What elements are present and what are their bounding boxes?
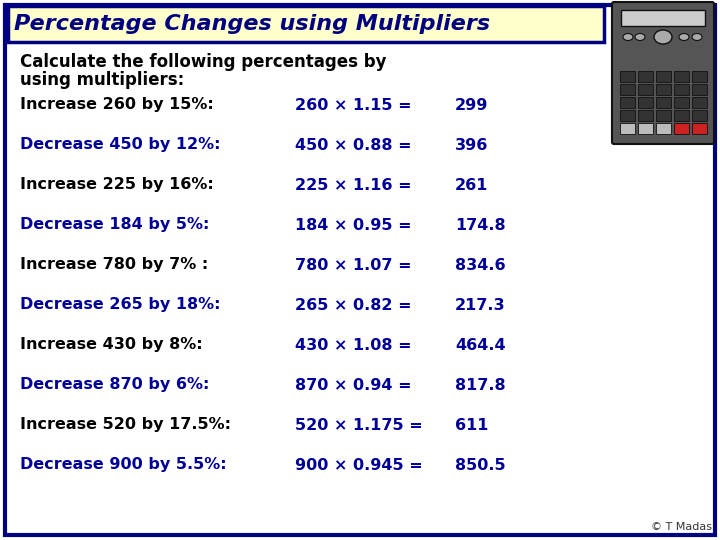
Text: 450 × 0.88 =: 450 × 0.88 =: [295, 138, 412, 152]
Text: 261: 261: [455, 178, 488, 192]
FancyBboxPatch shape: [5, 5, 715, 535]
FancyBboxPatch shape: [693, 111, 708, 122]
FancyBboxPatch shape: [657, 98, 672, 109]
Text: 870 × 0.94 =: 870 × 0.94 =: [295, 377, 412, 393]
FancyBboxPatch shape: [621, 124, 636, 134]
Text: Increase 430 by 8%:: Increase 430 by 8%:: [20, 338, 202, 353]
FancyBboxPatch shape: [657, 84, 672, 96]
Text: 850.5: 850.5: [455, 457, 505, 472]
FancyBboxPatch shape: [675, 84, 690, 96]
Text: 430 × 1.08 =: 430 × 1.08 =: [295, 338, 412, 353]
FancyBboxPatch shape: [639, 124, 654, 134]
FancyBboxPatch shape: [612, 2, 714, 144]
Text: Percentage Changes using Multipliers: Percentage Changes using Multipliers: [14, 14, 490, 34]
FancyBboxPatch shape: [693, 124, 708, 134]
Text: 260 × 1.15 =: 260 × 1.15 =: [295, 98, 412, 112]
FancyBboxPatch shape: [621, 71, 636, 83]
Text: Increase 520 by 17.5%:: Increase 520 by 17.5%:: [20, 417, 231, 433]
FancyBboxPatch shape: [621, 98, 636, 109]
FancyBboxPatch shape: [657, 124, 672, 134]
FancyBboxPatch shape: [8, 6, 604, 42]
FancyBboxPatch shape: [675, 98, 690, 109]
Text: Decrease 870 by 6%:: Decrease 870 by 6%:: [20, 377, 210, 393]
Text: 520 × 1.175 =: 520 × 1.175 =: [295, 417, 423, 433]
Ellipse shape: [692, 33, 702, 40]
Text: 184 × 0.95 =: 184 × 0.95 =: [295, 218, 412, 233]
Ellipse shape: [635, 33, 645, 40]
Ellipse shape: [679, 33, 689, 40]
FancyBboxPatch shape: [693, 98, 708, 109]
Text: 174.8: 174.8: [455, 218, 505, 233]
Text: 464.4: 464.4: [455, 338, 505, 353]
FancyBboxPatch shape: [639, 84, 654, 96]
FancyBboxPatch shape: [675, 111, 690, 122]
FancyBboxPatch shape: [693, 84, 708, 96]
Text: 299: 299: [455, 98, 488, 112]
Text: 225 × 1.16 =: 225 × 1.16 =: [295, 178, 412, 192]
Text: Calculate the following percentages by: Calculate the following percentages by: [20, 53, 387, 71]
FancyBboxPatch shape: [693, 71, 708, 83]
Text: 396: 396: [455, 138, 488, 152]
Text: using multipliers:: using multipliers:: [20, 71, 184, 89]
Text: 217.3: 217.3: [455, 298, 505, 313]
Text: 900 × 0.945 =: 900 × 0.945 =: [295, 457, 423, 472]
Text: Increase 225 by 16%:: Increase 225 by 16%:: [20, 178, 214, 192]
Text: © T Madas: © T Madas: [651, 522, 712, 532]
FancyBboxPatch shape: [639, 98, 654, 109]
FancyBboxPatch shape: [639, 71, 654, 83]
FancyBboxPatch shape: [639, 111, 654, 122]
FancyBboxPatch shape: [657, 111, 672, 122]
Ellipse shape: [623, 33, 633, 40]
FancyBboxPatch shape: [621, 111, 636, 122]
FancyBboxPatch shape: [657, 71, 672, 83]
Ellipse shape: [654, 30, 672, 44]
FancyBboxPatch shape: [621, 84, 636, 96]
FancyBboxPatch shape: [621, 10, 705, 26]
Text: 265 × 0.82 =: 265 × 0.82 =: [295, 298, 412, 313]
Text: 611: 611: [455, 417, 488, 433]
FancyBboxPatch shape: [675, 71, 690, 83]
Text: Increase 780 by 7% :: Increase 780 by 7% :: [20, 258, 208, 273]
Text: Increase 260 by 15%:: Increase 260 by 15%:: [20, 98, 214, 112]
Text: Decrease 450 by 12%:: Decrease 450 by 12%:: [20, 138, 220, 152]
Text: 834.6: 834.6: [455, 258, 505, 273]
Text: Decrease 184 by 5%:: Decrease 184 by 5%:: [20, 218, 210, 233]
Text: 780 × 1.07 =: 780 × 1.07 =: [295, 258, 412, 273]
Text: Decrease 265 by 18%:: Decrease 265 by 18%:: [20, 298, 220, 313]
FancyBboxPatch shape: [675, 124, 690, 134]
Text: Decrease 900 by 5.5%:: Decrease 900 by 5.5%:: [20, 457, 227, 472]
Text: 817.8: 817.8: [455, 377, 505, 393]
